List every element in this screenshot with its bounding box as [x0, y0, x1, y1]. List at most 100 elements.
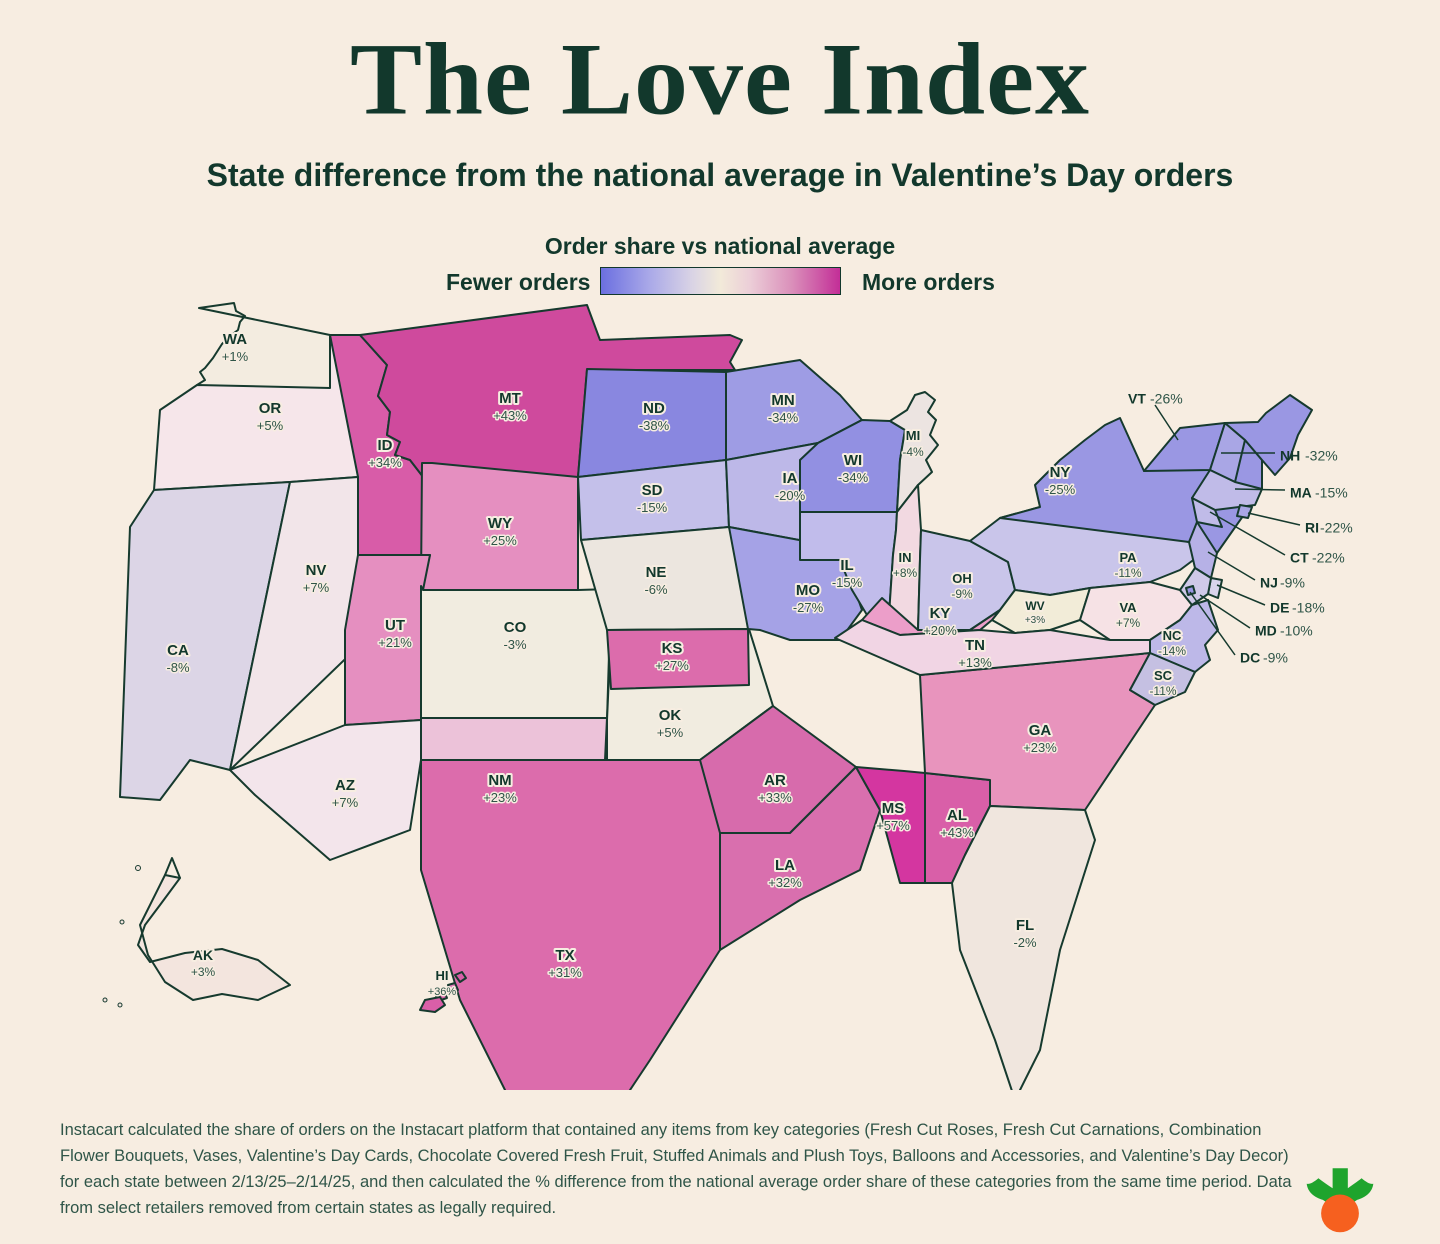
svg-text:TX: TX	[555, 947, 574, 964]
svg-text:TN: TN	[965, 637, 985, 654]
svg-text:-34%: -34%	[838, 470, 869, 485]
svg-text:+27%: +27%	[655, 658, 689, 673]
svg-text:+1%: +1%	[222, 349, 249, 364]
svg-text:+5%: +5%	[657, 725, 684, 740]
svg-text:PA: PA	[1119, 550, 1137, 565]
svg-text:AL: AL	[947, 807, 967, 824]
svg-text:MT: MT	[499, 390, 521, 407]
svg-text:-18%: -18%	[1292, 600, 1325, 616]
svg-text:-11%: -11%	[1114, 566, 1141, 580]
svg-text:SD: SD	[642, 482, 663, 499]
svg-text:-4%: -4%	[902, 445, 924, 459]
svg-text:-14%: -14%	[1158, 644, 1186, 658]
svg-text:-20%: -20%	[775, 488, 806, 503]
svg-text:KS: KS	[662, 640, 683, 657]
svg-text:+7%: +7%	[1116, 616, 1141, 630]
svg-text:-8%: -8%	[166, 660, 190, 675]
svg-text:-6%: -6%	[644, 582, 668, 597]
svg-text:-10%: -10%	[1280, 623, 1313, 639]
svg-text:-9%: -9%	[1280, 575, 1305, 591]
svg-text:+21%: +21%	[378, 635, 412, 650]
svg-text:NH: NH	[1280, 448, 1300, 464]
svg-text:-2%: -2%	[1013, 935, 1037, 950]
svg-text:+33%: +33%	[758, 790, 792, 805]
svg-text:CT: CT	[1290, 550, 1309, 566]
svg-text:WA: WA	[223, 331, 247, 348]
svg-text:KY: KY	[930, 605, 951, 622]
svg-text:+7%: +7%	[303, 580, 330, 595]
svg-text:AZ: AZ	[335, 777, 355, 794]
svg-text:+8%: +8%	[893, 566, 918, 580]
svg-text:AK: AK	[193, 947, 213, 963]
svg-text:MA: MA	[1290, 485, 1312, 501]
svg-text:MD: MD	[1255, 623, 1277, 639]
svg-text:-32%: -32%	[1305, 448, 1338, 464]
svg-text:IA: IA	[783, 470, 798, 487]
svg-text:NC: NC	[1163, 628, 1182, 643]
svg-text:GA: GA	[1029, 722, 1052, 739]
svg-text:+31%: +31%	[548, 965, 582, 980]
svg-text:+25%: +25%	[483, 533, 517, 548]
svg-text:NM: NM	[488, 772, 511, 789]
svg-text:RI: RI	[1305, 520, 1319, 536]
svg-text:+23%: +23%	[1023, 740, 1057, 755]
svg-text:HI: HI	[436, 968, 449, 983]
svg-text:MI: MI	[906, 428, 920, 443]
svg-text:WY: WY	[488, 515, 512, 532]
svg-text:+57%: +57%	[876, 818, 910, 833]
svg-text:-9%: -9%	[951, 587, 973, 601]
svg-text:WI: WI	[844, 452, 862, 469]
svg-text:FL: FL	[1016, 917, 1034, 934]
svg-text:MS: MS	[882, 800, 905, 817]
svg-text:+7%: +7%	[332, 795, 359, 810]
svg-text:OR: OR	[259, 400, 282, 417]
svg-text:-15%: -15%	[832, 575, 863, 590]
svg-text:-22%: -22%	[1312, 550, 1345, 566]
svg-text:-34%: -34%	[768, 410, 799, 425]
svg-text:+43%: +43%	[940, 825, 974, 840]
svg-text:MO: MO	[796, 582, 820, 599]
svg-text:SC: SC	[1154, 668, 1173, 683]
svg-text:-22%: -22%	[1320, 520, 1353, 536]
svg-text:-27%: -27%	[793, 600, 824, 615]
svg-text:-26%: -26%	[1150, 391, 1183, 407]
svg-text:VT: VT	[1128, 391, 1146, 407]
svg-text:+34%: +34%	[368, 455, 402, 470]
svg-text:+13%: +13%	[958, 655, 992, 670]
svg-text:IN: IN	[899, 550, 912, 565]
svg-text:-38%: -38%	[639, 418, 670, 433]
svg-text:+23%: +23%	[483, 790, 517, 805]
svg-text:-9%: -9%	[1263, 650, 1288, 666]
svg-text:+43%: +43%	[493, 408, 527, 423]
svg-text:MN: MN	[771, 392, 794, 409]
svg-text:CA: CA	[167, 642, 189, 659]
svg-text:CO: CO	[504, 619, 527, 636]
svg-text:-25%: -25%	[1045, 482, 1076, 497]
svg-text:DE: DE	[1270, 600, 1289, 616]
svg-text:OH: OH	[952, 571, 972, 586]
svg-text:+5%: +5%	[257, 418, 284, 433]
svg-text:UT: UT	[385, 617, 405, 634]
svg-text:AR: AR	[764, 772, 786, 789]
svg-text:-15%: -15%	[1315, 485, 1348, 501]
svg-text:-15%: -15%	[637, 500, 668, 515]
svg-text:VA: VA	[1119, 600, 1137, 615]
svg-text:IL: IL	[840, 557, 853, 574]
svg-text:ND: ND	[643, 400, 665, 417]
svg-text:OK: OK	[659, 707, 682, 724]
svg-text:NY: NY	[1050, 464, 1071, 481]
svg-text:NV: NV	[306, 562, 327, 579]
svg-text:ID: ID	[378, 437, 393, 454]
svg-text:+36%: +36%	[428, 986, 457, 998]
svg-text:-3%: -3%	[503, 637, 527, 652]
svg-text:+3%: +3%	[1025, 615, 1045, 626]
svg-text:NE: NE	[646, 564, 667, 581]
svg-text:DC: DC	[1240, 650, 1260, 666]
svg-text:+32%: +32%	[768, 875, 802, 890]
svg-text:+20%: +20%	[923, 623, 957, 638]
svg-text:NJ: NJ	[1260, 575, 1278, 591]
svg-text:LA: LA	[775, 857, 795, 874]
svg-text:+3%: +3%	[191, 965, 216, 979]
svg-text:-11%: -11%	[1149, 684, 1176, 698]
svg-text:WV: WV	[1025, 599, 1044, 613]
